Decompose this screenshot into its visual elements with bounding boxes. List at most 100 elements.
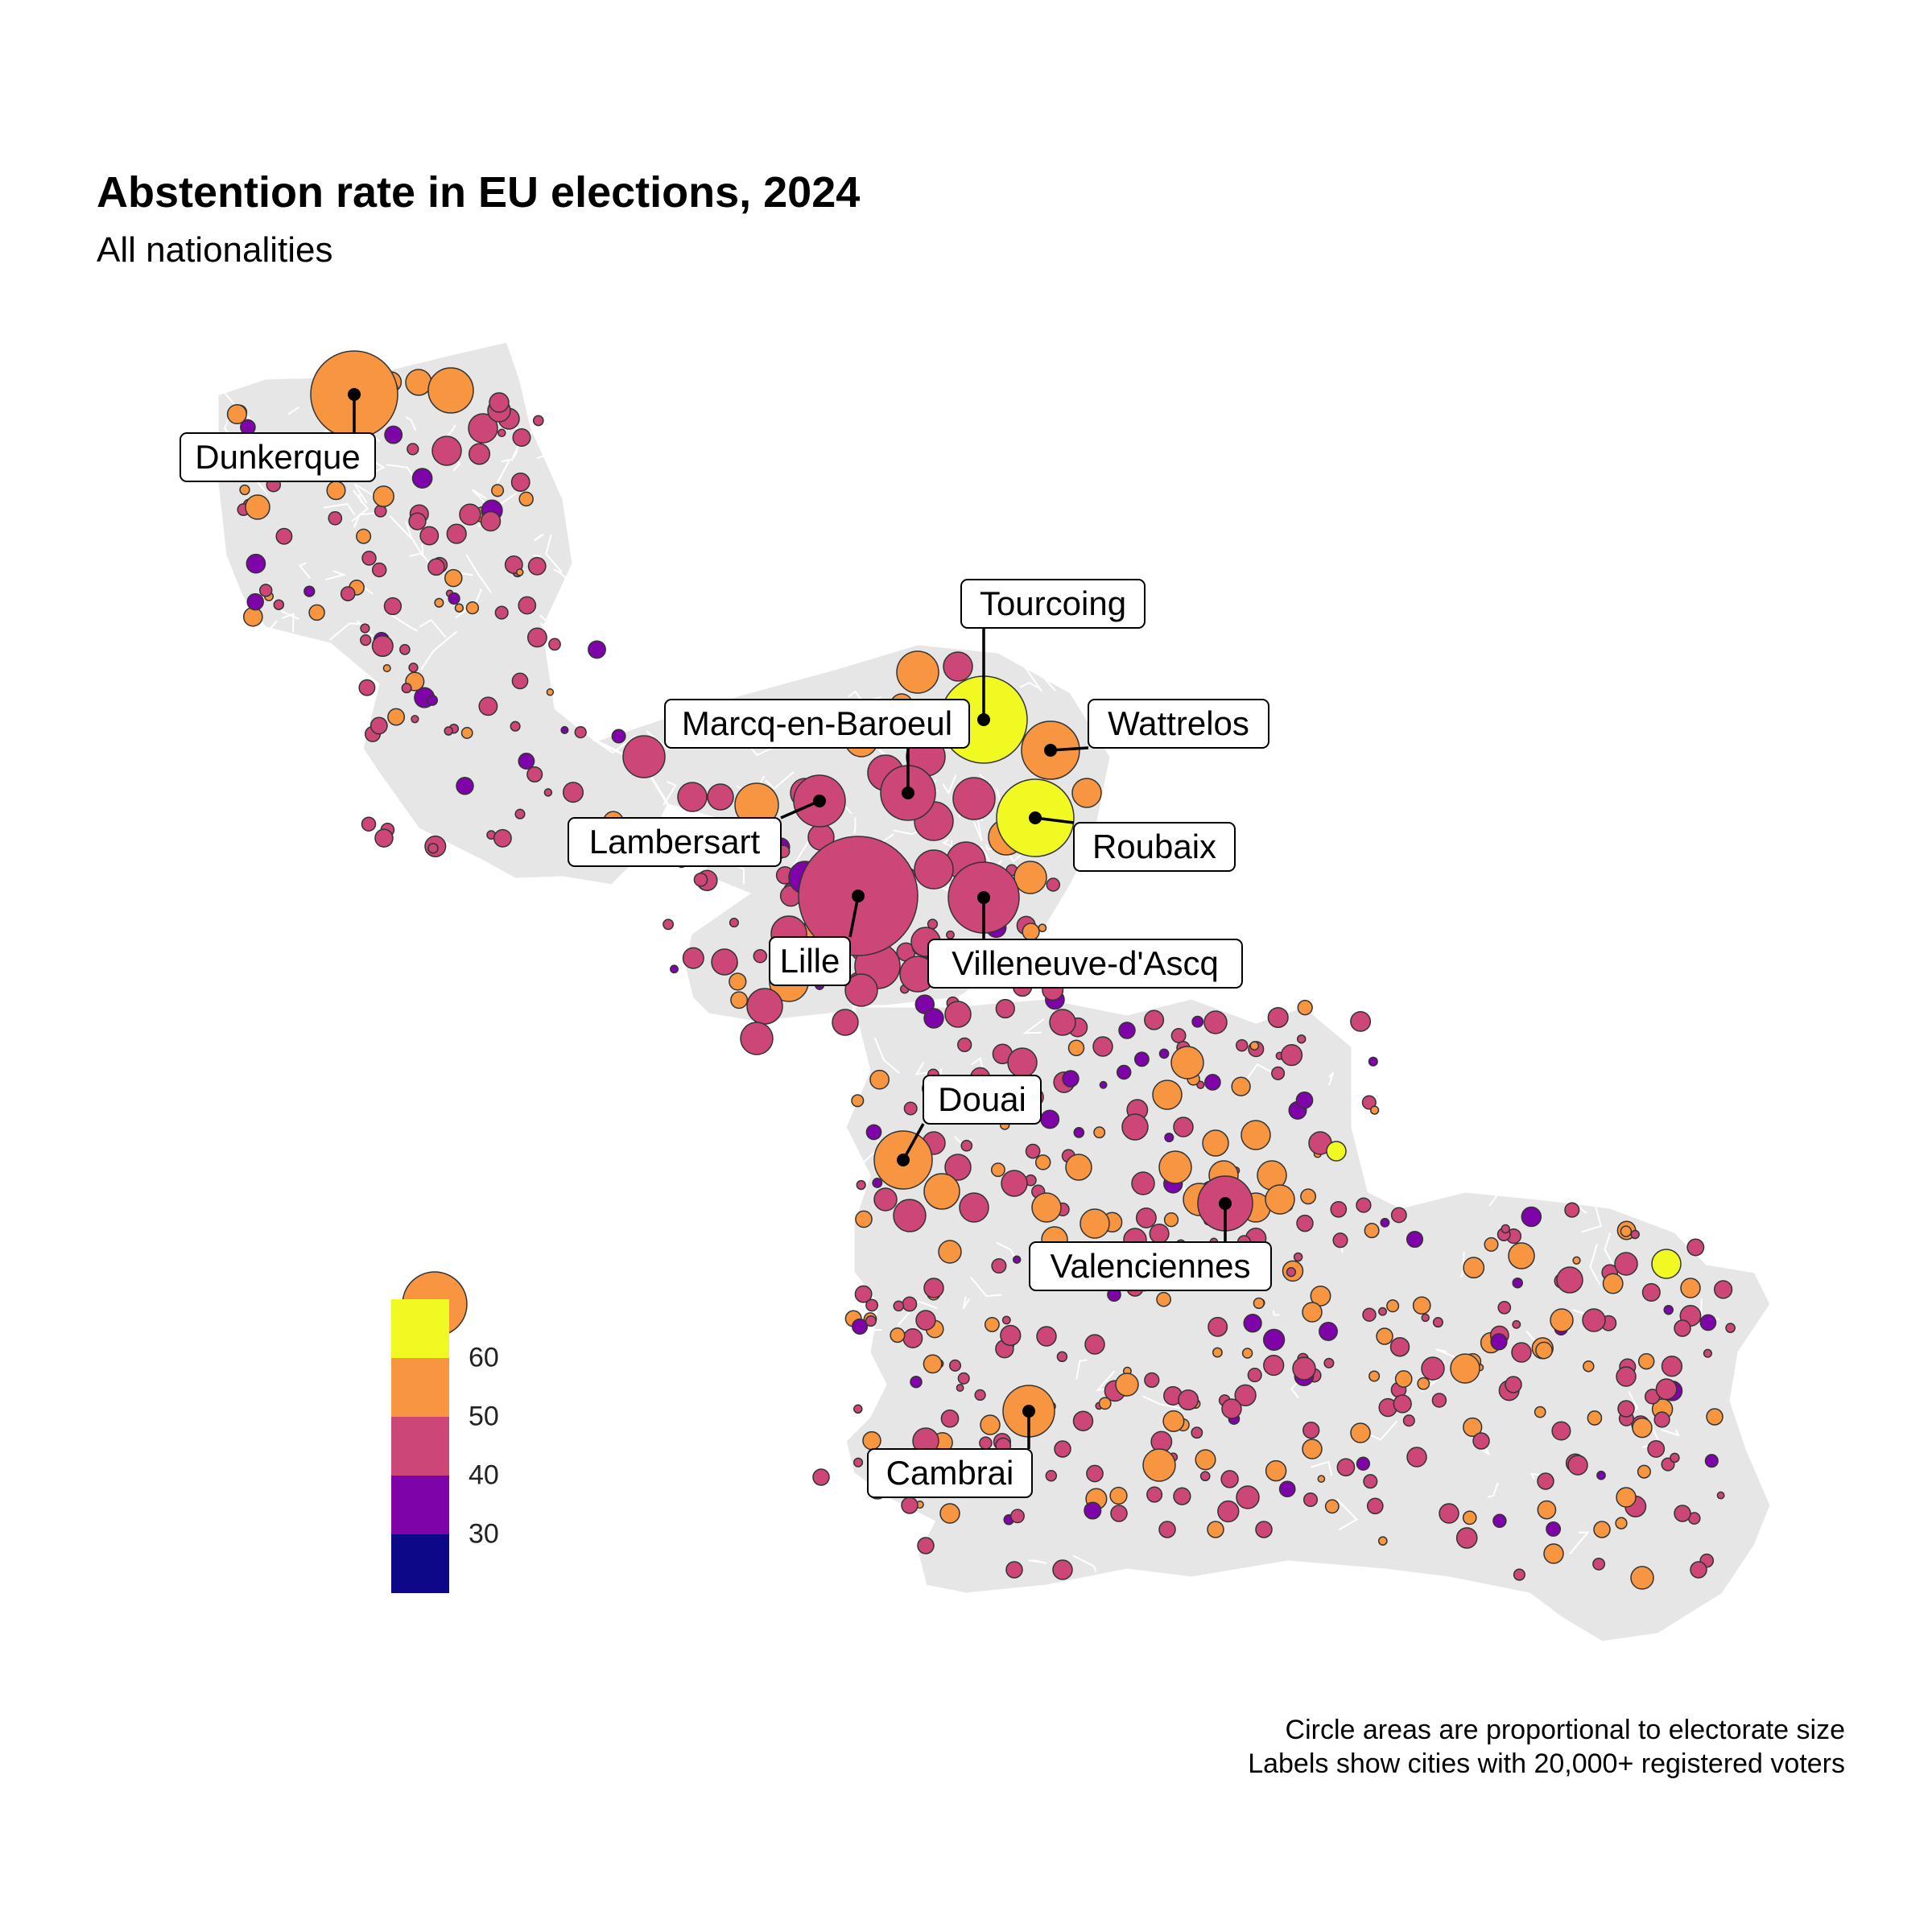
city-name: Cambrai	[886, 1454, 1014, 1492]
commune-circle	[1332, 1232, 1348, 1249]
commune-circle	[1512, 1319, 1521, 1329]
city-point	[977, 713, 990, 726]
commune-circle	[1297, 1000, 1313, 1016]
commune-circle	[939, 1503, 960, 1524]
commune-circle	[1680, 1278, 1701, 1298]
commune-border	[765, 771, 795, 790]
city-name: Valenciennes	[1050, 1247, 1250, 1285]
commune-circle	[511, 672, 529, 690]
commune-circle	[1393, 1394, 1412, 1414]
commune-circle	[1630, 1229, 1640, 1240]
commune-circle	[1056, 1351, 1068, 1363]
commune-circle	[1247, 1368, 1262, 1383]
commune-circle	[682, 947, 704, 969]
commune-circle	[1296, 1214, 1314, 1232]
commune-circle	[326, 481, 346, 501]
city-point	[1029, 811, 1042, 824]
commune-circle	[1013, 861, 1047, 894]
legend-swatch-60-plus	[391, 1299, 449, 1358]
commune-circle	[518, 753, 535, 770]
commune-circle	[872, 1178, 883, 1188]
commune-circle	[893, 1300, 905, 1312]
city-name: Villeneuve-d'Ascq	[952, 944, 1219, 982]
commune-border	[1025, 667, 1046, 692]
commune-circle	[869, 1069, 890, 1090]
commune-circle	[1302, 1422, 1320, 1439]
commune-circle	[1550, 1308, 1574, 1332]
commune-circle	[510, 720, 521, 732]
commune-circle	[328, 510, 343, 526]
commune-circle	[516, 568, 524, 576]
commune-circle	[1587, 1410, 1603, 1426]
commune-circle	[408, 512, 427, 530]
commune-circle	[444, 568, 463, 588]
commune-circle	[468, 443, 491, 465]
city-label-lille: Lille	[769, 890, 865, 986]
commune-circle	[419, 526, 440, 546]
commune-circle	[960, 1139, 973, 1152]
label-box	[927, 939, 1243, 989]
commune-circle	[427, 842, 439, 854]
commune-circle	[1054, 1440, 1071, 1458]
commune-circle	[431, 436, 462, 466]
commune-circle	[938, 1240, 962, 1264]
commune-border	[229, 616, 242, 632]
commune-circle	[1195, 1449, 1216, 1471]
legend-swatch-40-50	[391, 1417, 449, 1476]
commune-circle	[459, 503, 481, 526]
commune-circle	[873, 1187, 898, 1212]
leader-line	[902, 1123, 925, 1161]
commune-border	[536, 442, 547, 460]
commune-circle	[1394, 1370, 1413, 1388]
commune-circle	[465, 601, 480, 615]
commune-circle	[923, 1173, 960, 1210]
commune-circle	[1537, 1472, 1554, 1490]
commune-circle	[246, 592, 264, 611]
commune-circle	[917, 1537, 935, 1554]
commune-circle	[865, 1124, 882, 1141]
commune-border	[942, 774, 957, 795]
commune-circle	[746, 988, 783, 1025]
city-point	[897, 1154, 910, 1166]
commune-circle	[1389, 1336, 1410, 1357]
commune-circle	[543, 788, 553, 797]
commune-circle	[1144, 1372, 1160, 1389]
label-box	[664, 699, 970, 749]
city-point	[977, 891, 990, 904]
legend-swatch-30-40	[391, 1476, 449, 1534]
commune-border	[962, 1296, 971, 1310]
commune-circle	[711, 948, 738, 976]
commune-circle	[901, 1496, 919, 1514]
commune-circle	[943, 651, 973, 682]
commune-circle	[923, 1354, 943, 1374]
commune-circle	[832, 1009, 859, 1036]
commune-circle	[1592, 1557, 1606, 1571]
commune-circle	[273, 599, 285, 610]
commune-circle	[1170, 1028, 1187, 1043]
commune-circle	[1363, 1474, 1378, 1489]
commune-border	[663, 680, 683, 688]
commune-border	[358, 493, 363, 504]
commune-circle	[1025, 1143, 1041, 1159]
commune-circle	[1511, 1342, 1532, 1363]
commune-border	[545, 534, 563, 573]
commune-circle	[448, 592, 460, 605]
commune-circle	[1084, 1334, 1105, 1355]
commune-border	[351, 489, 369, 522]
commune-circle	[407, 443, 419, 456]
commune-circle	[1007, 1047, 1038, 1078]
commune-circle	[518, 596, 537, 615]
commune-circle	[1356, 1456, 1371, 1471]
commune-circle	[1146, 1486, 1163, 1503]
commune-circle	[1173, 1117, 1194, 1137]
commune-border	[465, 554, 493, 593]
commune-circle	[957, 1037, 972, 1053]
commune-circle	[1173, 1487, 1191, 1505]
commune-circle	[1110, 1505, 1128, 1522]
commune-circle	[1131, 1171, 1155, 1195]
commune-border	[1581, 1207, 1602, 1233]
commune-circle	[358, 679, 376, 696]
commune-circle	[387, 708, 406, 726]
commune-circle	[1212, 1347, 1223, 1358]
commune-circle	[865, 1298, 879, 1312]
